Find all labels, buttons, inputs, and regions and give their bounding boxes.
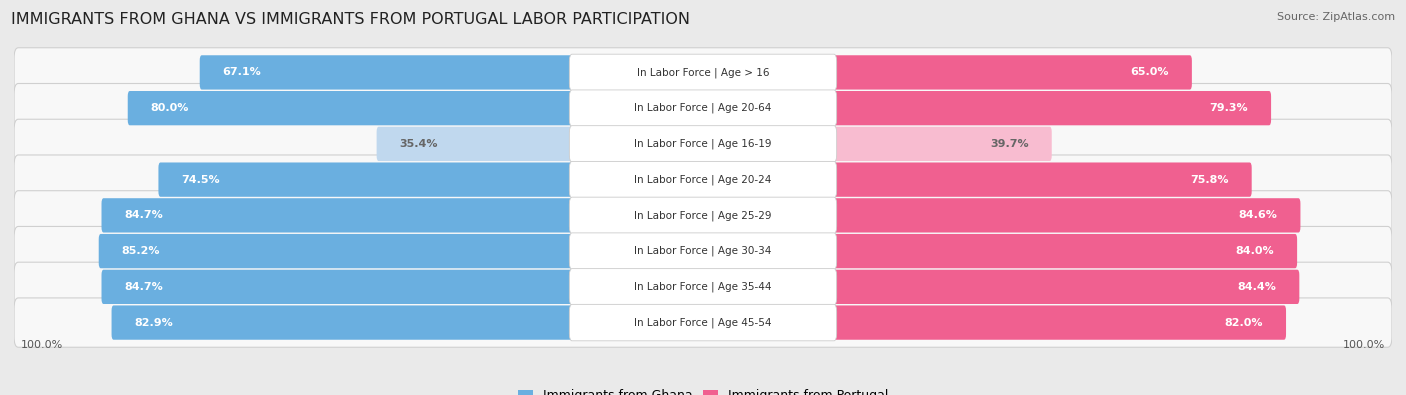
FancyBboxPatch shape bbox=[569, 233, 837, 269]
FancyBboxPatch shape bbox=[14, 262, 1392, 312]
Text: 39.7%: 39.7% bbox=[990, 139, 1029, 149]
FancyBboxPatch shape bbox=[832, 234, 1298, 268]
FancyBboxPatch shape bbox=[101, 270, 578, 304]
Text: In Labor Force | Age 30-34: In Labor Force | Age 30-34 bbox=[634, 246, 772, 256]
FancyBboxPatch shape bbox=[569, 305, 837, 341]
Text: 100.0%: 100.0% bbox=[1343, 340, 1385, 350]
Text: 84.7%: 84.7% bbox=[124, 282, 163, 292]
Legend: Immigrants from Ghana, Immigrants from Portugal: Immigrants from Ghana, Immigrants from P… bbox=[513, 384, 893, 395]
FancyBboxPatch shape bbox=[377, 127, 578, 161]
Text: 79.3%: 79.3% bbox=[1209, 103, 1249, 113]
FancyBboxPatch shape bbox=[569, 90, 837, 126]
Text: In Labor Force | Age 25-29: In Labor Force | Age 25-29 bbox=[634, 210, 772, 221]
FancyBboxPatch shape bbox=[101, 198, 578, 233]
FancyBboxPatch shape bbox=[569, 126, 837, 162]
FancyBboxPatch shape bbox=[14, 226, 1392, 276]
FancyBboxPatch shape bbox=[832, 55, 1192, 90]
FancyBboxPatch shape bbox=[832, 91, 1271, 125]
Text: Source: ZipAtlas.com: Source: ZipAtlas.com bbox=[1277, 12, 1395, 22]
Text: 84.0%: 84.0% bbox=[1236, 246, 1274, 256]
Text: 80.0%: 80.0% bbox=[150, 103, 188, 113]
Text: 74.5%: 74.5% bbox=[181, 175, 219, 184]
FancyBboxPatch shape bbox=[14, 48, 1392, 97]
Text: 82.9%: 82.9% bbox=[135, 318, 173, 327]
Text: 84.4%: 84.4% bbox=[1237, 282, 1277, 292]
FancyBboxPatch shape bbox=[832, 127, 1052, 161]
Text: 85.2%: 85.2% bbox=[121, 246, 160, 256]
FancyBboxPatch shape bbox=[128, 91, 578, 125]
Text: 84.7%: 84.7% bbox=[124, 211, 163, 220]
FancyBboxPatch shape bbox=[569, 197, 837, 233]
Text: 67.1%: 67.1% bbox=[222, 68, 262, 77]
Text: IMMIGRANTS FROM GHANA VS IMMIGRANTS FROM PORTUGAL LABOR PARTICIPATION: IMMIGRANTS FROM GHANA VS IMMIGRANTS FROM… bbox=[11, 12, 690, 27]
FancyBboxPatch shape bbox=[832, 270, 1299, 304]
Text: 84.6%: 84.6% bbox=[1239, 211, 1278, 220]
Text: 82.0%: 82.0% bbox=[1225, 318, 1264, 327]
Text: In Labor Force | Age 16-19: In Labor Force | Age 16-19 bbox=[634, 139, 772, 149]
Text: 35.4%: 35.4% bbox=[399, 139, 437, 149]
FancyBboxPatch shape bbox=[14, 191, 1392, 240]
FancyBboxPatch shape bbox=[111, 305, 578, 340]
FancyBboxPatch shape bbox=[832, 305, 1286, 340]
FancyBboxPatch shape bbox=[832, 162, 1251, 197]
FancyBboxPatch shape bbox=[569, 269, 837, 305]
Text: In Labor Force | Age > 16: In Labor Force | Age > 16 bbox=[637, 67, 769, 78]
FancyBboxPatch shape bbox=[98, 234, 578, 268]
FancyBboxPatch shape bbox=[200, 55, 578, 90]
Text: 75.8%: 75.8% bbox=[1191, 175, 1229, 184]
Text: In Labor Force | Age 20-24: In Labor Force | Age 20-24 bbox=[634, 174, 772, 185]
FancyBboxPatch shape bbox=[569, 54, 837, 90]
FancyBboxPatch shape bbox=[569, 162, 837, 198]
Text: 100.0%: 100.0% bbox=[21, 340, 63, 350]
FancyBboxPatch shape bbox=[14, 155, 1392, 204]
Text: In Labor Force | Age 20-64: In Labor Force | Age 20-64 bbox=[634, 103, 772, 113]
FancyBboxPatch shape bbox=[14, 83, 1392, 133]
FancyBboxPatch shape bbox=[159, 162, 578, 197]
Text: In Labor Force | Age 35-44: In Labor Force | Age 35-44 bbox=[634, 282, 772, 292]
FancyBboxPatch shape bbox=[14, 298, 1392, 347]
Text: In Labor Force | Age 45-54: In Labor Force | Age 45-54 bbox=[634, 317, 772, 328]
FancyBboxPatch shape bbox=[14, 119, 1392, 169]
FancyBboxPatch shape bbox=[832, 198, 1301, 233]
Text: 65.0%: 65.0% bbox=[1130, 68, 1170, 77]
